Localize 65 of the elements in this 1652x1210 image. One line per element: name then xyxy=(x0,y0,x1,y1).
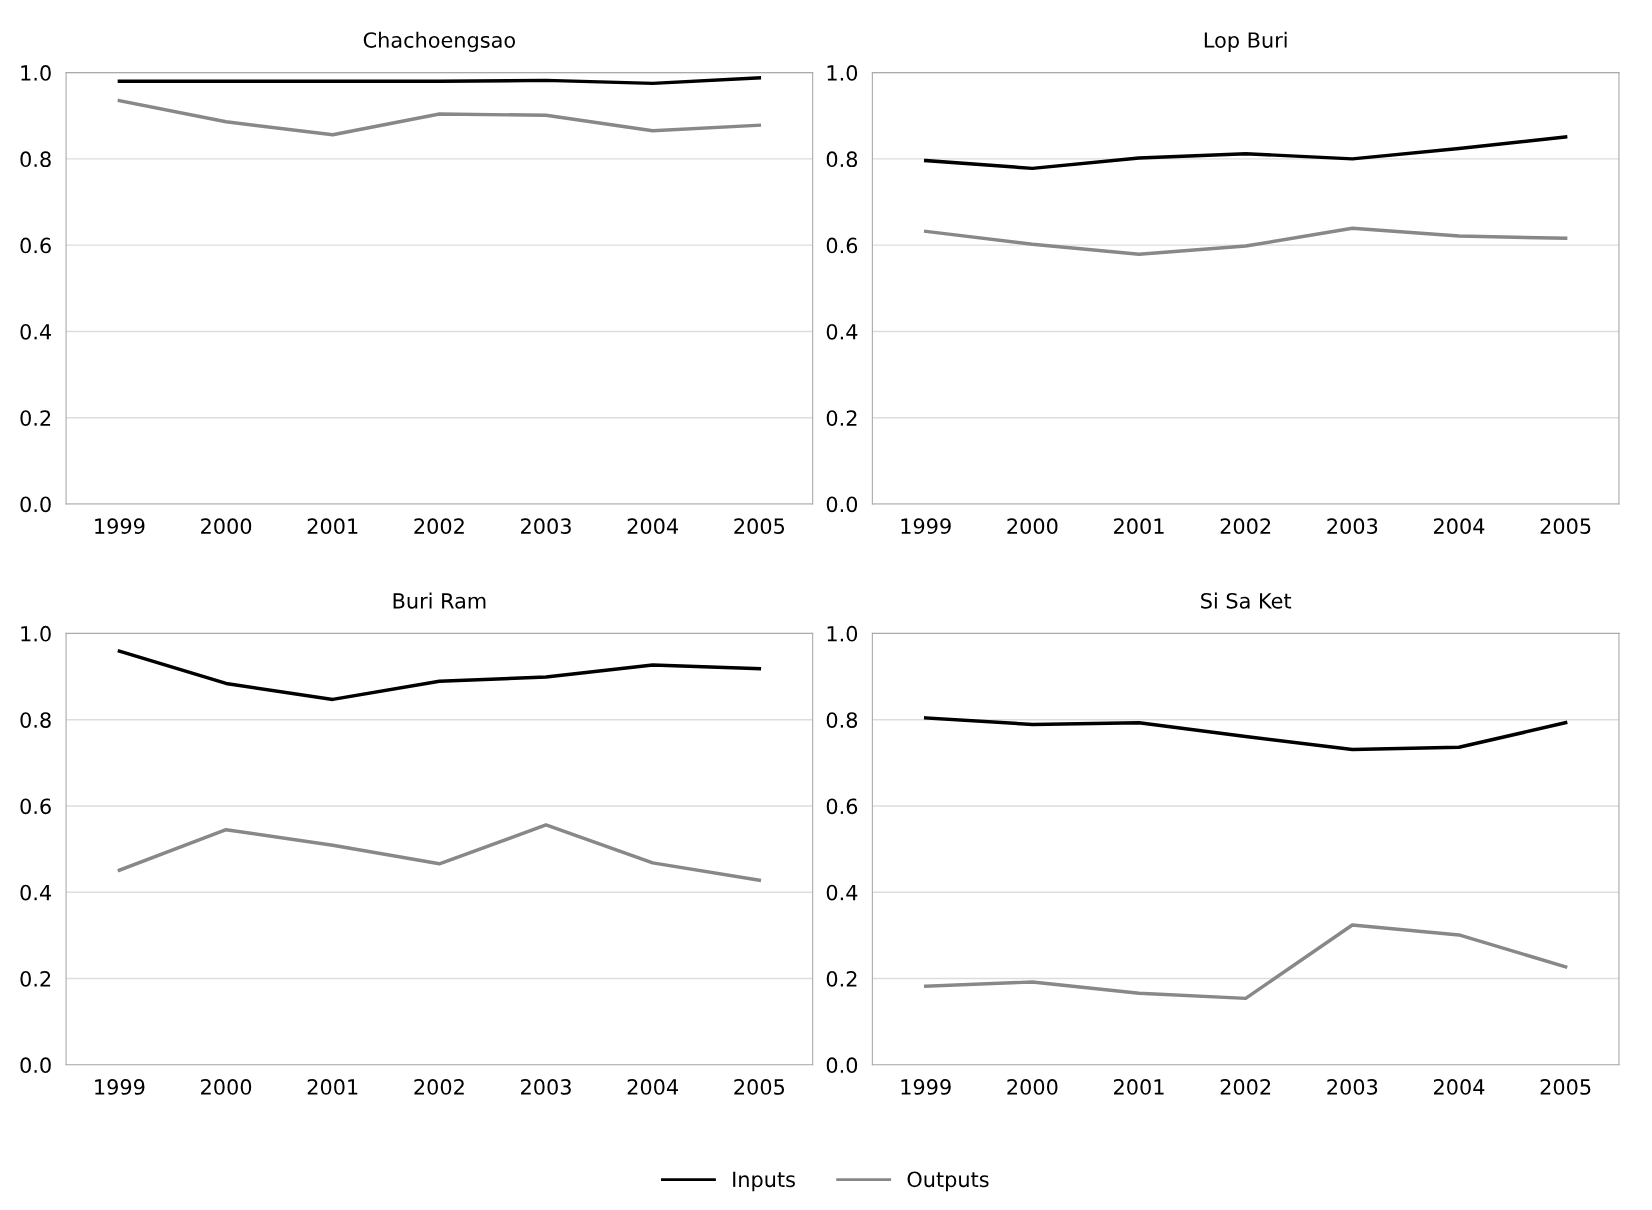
x-tick-label: 2003 xyxy=(521,518,571,535)
chart-title: Chachoengsao xyxy=(363,31,515,52)
y-tick-label: 0.4 xyxy=(826,884,858,901)
x-tick-label: 2004 xyxy=(1434,518,1485,535)
x-tick-label: 2000 xyxy=(1007,1079,1058,1095)
y-tick-label: 0.0 xyxy=(20,496,51,513)
x-tick-label: 2002 xyxy=(414,518,464,535)
y-tick-label: 0.4 xyxy=(20,323,52,340)
chart-title: Lop Buri xyxy=(1204,31,1287,52)
x-tick-label: 2005 xyxy=(734,518,785,535)
y-tick-label: 0.0 xyxy=(20,1057,51,1074)
line-series xyxy=(923,226,1568,256)
x-tick-label: 2002 xyxy=(1220,518,1271,535)
line-series xyxy=(923,716,1568,752)
x-tick-label: 2004 xyxy=(627,1079,679,1095)
line-series xyxy=(117,98,762,137)
y-tick-label: 0.4 xyxy=(826,323,858,340)
x-tick-label: 2001 xyxy=(1114,1079,1164,1095)
y-tick-label: 0.6 xyxy=(20,798,51,815)
chart-title: Buri Ram xyxy=(393,592,486,609)
y-tick-label: 0.2 xyxy=(20,970,51,987)
y-tick-label: 0.8 xyxy=(20,151,51,168)
x-tick-label: 2000 xyxy=(1007,518,1058,535)
x-tick-label: 1999 xyxy=(95,1079,145,1095)
x-tick-label: 2000 xyxy=(201,518,252,535)
x-tick-label: 2000 xyxy=(201,1079,252,1095)
y-tick-label: 1.0 xyxy=(21,65,51,81)
legend-label: Outputs xyxy=(907,1171,989,1192)
y-tick-label: 0.6 xyxy=(826,237,858,254)
y-tick-label: 1.0 xyxy=(21,625,51,642)
x-tick-label: 2003 xyxy=(521,1079,571,1095)
y-tick-label: 0.8 xyxy=(20,712,51,728)
x-tick-label: 1999 xyxy=(901,1079,951,1095)
y-tick-label: 0.0 xyxy=(826,1057,858,1074)
x-tick-label: 2003 xyxy=(1327,518,1378,535)
y-tick-label: 0.8 xyxy=(826,151,858,168)
x-tick-label: 2002 xyxy=(414,1079,464,1095)
x-tick-label: 2001 xyxy=(307,518,358,535)
x-tick-label: 2005 xyxy=(1540,518,1591,535)
y-tick-label: 1.0 xyxy=(827,65,858,81)
x-tick-label: 2002 xyxy=(1220,1079,1271,1095)
y-tick-label: 0.2 xyxy=(20,410,51,426)
y-tick-label: 1.0 xyxy=(827,625,858,642)
y-tick-label: 0.4 xyxy=(20,884,52,901)
y-tick-label: 0.8 xyxy=(826,712,858,728)
chart-title: Si Sa Ket xyxy=(1201,592,1292,609)
legend-label: Inputs xyxy=(733,1171,795,1192)
x-tick-label: 2005 xyxy=(734,1079,785,1095)
line-series xyxy=(117,823,762,882)
x-tick-label: 2005 xyxy=(1540,1079,1591,1095)
y-tick-label: 0.2 xyxy=(826,970,857,987)
line-series xyxy=(923,135,1568,171)
x-tick-label: 2003 xyxy=(1327,1079,1378,1095)
y-tick-label: 0.0 xyxy=(826,496,858,513)
x-tick-label: 1999 xyxy=(901,518,951,535)
x-tick-label: 2004 xyxy=(627,518,679,535)
x-tick-label: 2001 xyxy=(307,1079,358,1095)
line-series xyxy=(117,649,762,702)
x-tick-label: 2001 xyxy=(1114,518,1164,535)
y-tick-label: 0.2 xyxy=(826,410,857,426)
x-tick-label: 2004 xyxy=(1434,1079,1485,1095)
y-tick-label: 0.6 xyxy=(20,237,51,254)
y-tick-label: 0.6 xyxy=(826,798,858,815)
line-series xyxy=(923,923,1568,1001)
x-tick-label: 1999 xyxy=(95,518,145,535)
